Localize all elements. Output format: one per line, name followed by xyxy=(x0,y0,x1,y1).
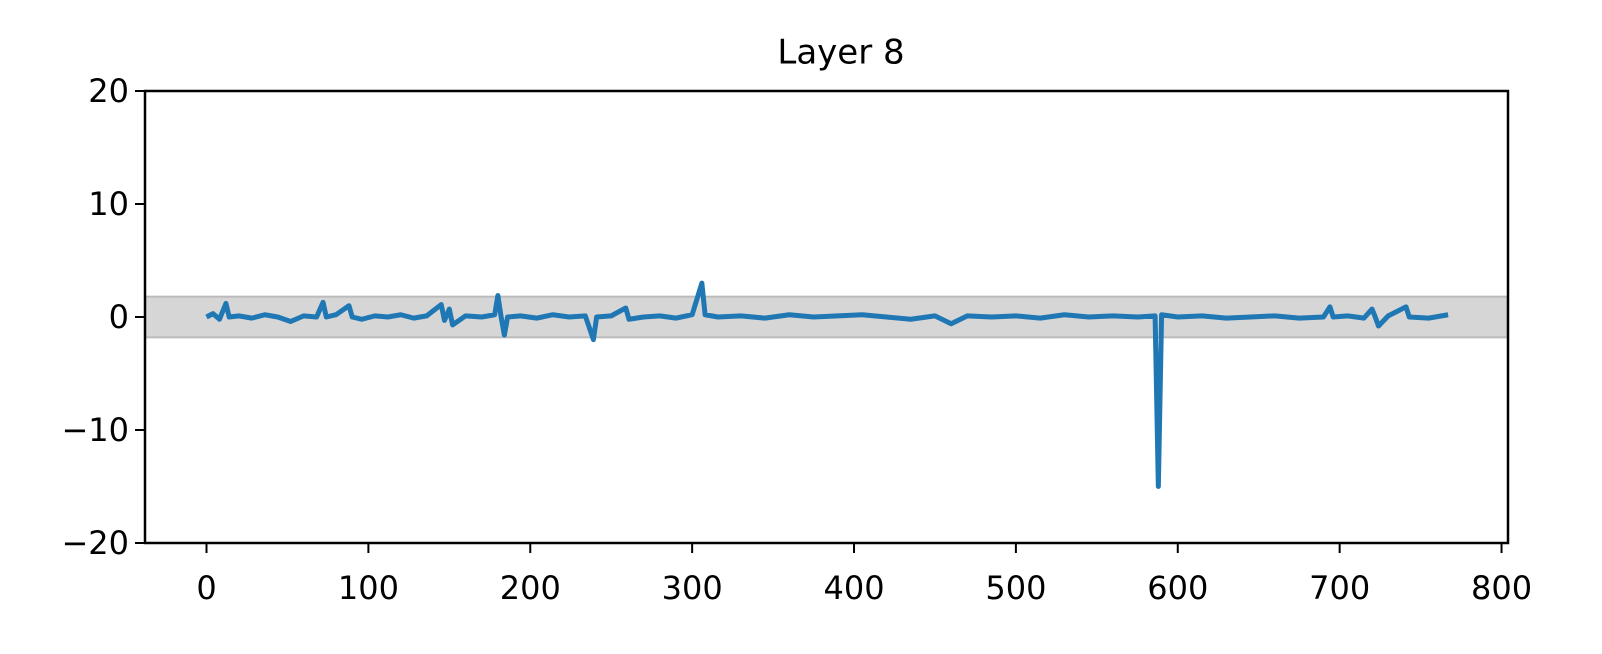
x-tick-label: 600 xyxy=(1147,569,1208,607)
x-tick-label: 100 xyxy=(338,569,399,607)
line xyxy=(205,280,1449,489)
x-tick-label: 800 xyxy=(1471,569,1532,607)
y-tick-label: −10 xyxy=(61,411,129,449)
y-tick-label: 10 xyxy=(88,185,129,223)
x-tick-label: 400 xyxy=(823,569,884,607)
y-tick-label: 20 xyxy=(88,72,129,110)
x-tick-label: 0 xyxy=(196,569,216,607)
x-tick-label: 200 xyxy=(500,569,561,607)
x-tick-label: 700 xyxy=(1309,569,1370,607)
x-tick-label: 500 xyxy=(985,569,1046,607)
chart-title: Layer 8 xyxy=(777,33,904,73)
plot-frame xyxy=(143,89,1510,545)
y-tick-label: 0 xyxy=(109,298,129,336)
y-tick-label: −20 xyxy=(61,524,129,562)
x-tick-label: 300 xyxy=(662,569,723,607)
